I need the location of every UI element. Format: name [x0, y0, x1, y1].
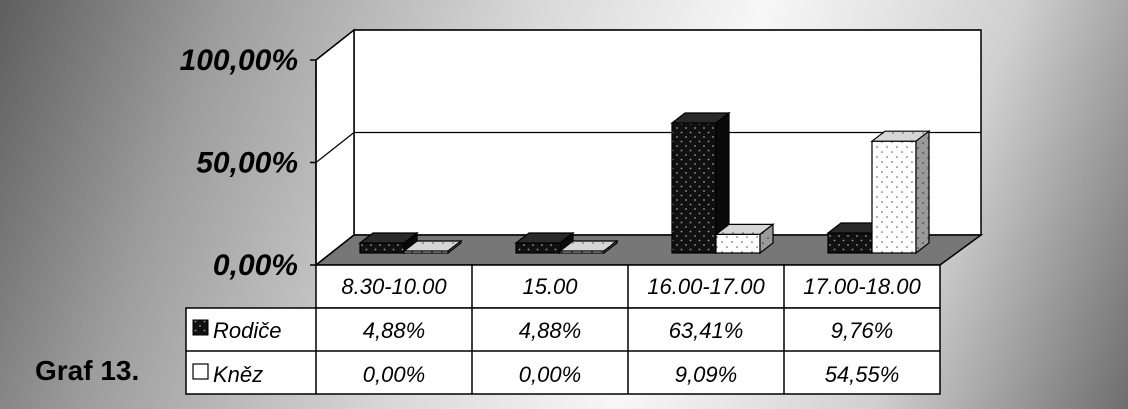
bar-knez [402, 239, 463, 255]
y-tick-label: 0,00% [213, 249, 298, 282]
bar-front [871, 140, 917, 254]
table-cell-value: 0,00% [363, 362, 425, 387]
bar-knez [714, 223, 775, 255]
table-cell-value: 4,88% [363, 318, 425, 343]
bar-side [915, 129, 930, 255]
y-tick-label: 100,00% [180, 44, 298, 77]
legend-swatch-knez [192, 363, 209, 380]
bar-front [515, 242, 561, 254]
legend-label-knez: Kněz [213, 362, 263, 387]
bar-knez [558, 239, 619, 255]
legend-swatch-rodice [192, 319, 209, 336]
y-tick-label: 50,00% [196, 147, 298, 180]
table-cell-value: 4,88% [519, 318, 581, 343]
bars [358, 111, 931, 255]
bar-front [671, 122, 717, 254]
bar-knez [870, 129, 931, 255]
category-label: 15.00 [522, 274, 578, 299]
table-cell-value: 0,00% [519, 362, 581, 387]
table-cell-value: 9,09% [675, 362, 737, 387]
y-axis-ticks: 0,00% 50,00% 100,00% [180, 44, 316, 282]
bar-front [827, 232, 873, 254]
bar-front [715, 233, 761, 254]
chart-caption: Graf 13. [35, 355, 140, 386]
table-cell-value: 9,76% [831, 318, 893, 343]
gridline-side [315, 29, 355, 61]
bar-side [603, 239, 618, 255]
bar-side [759, 223, 774, 255]
category-label: 17.00-18.00 [803, 274, 921, 299]
table-cell-value: 54,55% [825, 362, 900, 387]
gridlines [315, 29, 981, 163]
table-cell-value: 63,41% [669, 318, 744, 343]
data-table: 8.30-10.00 15.00 16.00-17.00 17.00-18.00… [185, 264, 941, 395]
bar-front [359, 242, 405, 254]
category-label: 16.00-17.00 [647, 274, 765, 299]
legend-label-rodice: Rodiče [213, 318, 281, 343]
bar-side [447, 239, 462, 255]
category-label: 8.30-10.00 [341, 274, 447, 299]
gridline-side [315, 132, 355, 163]
bar-rodice [670, 111, 731, 255]
